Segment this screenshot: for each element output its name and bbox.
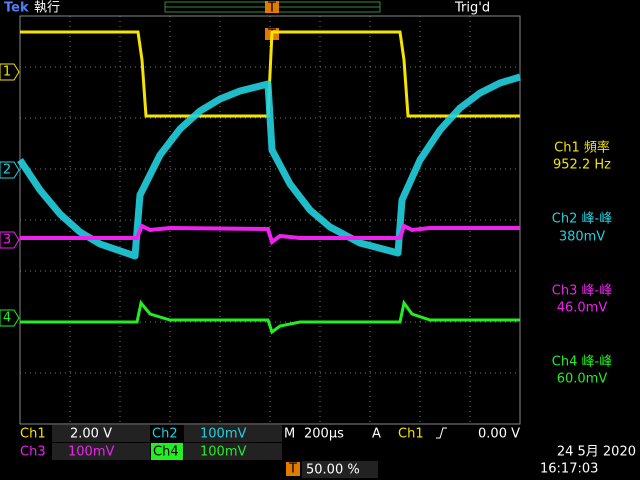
trigger-marker: T bbox=[288, 462, 297, 477]
ch2-marker bbox=[0, 161, 20, 179]
timebase-label: M bbox=[284, 427, 295, 442]
trigger-mode: A bbox=[372, 427, 381, 442]
ch3-name: Ch3 bbox=[20, 445, 46, 460]
ch4-trace bbox=[20, 299, 520, 335]
ch1-marker-label: 1 bbox=[3, 65, 11, 80]
trigger-pos-icon bbox=[286, 462, 300, 476]
trigger-state: Trig'd bbox=[454, 1, 490, 16]
measurement-value: 46.0mV bbox=[557, 301, 608, 316]
ch3-scale-box bbox=[52, 443, 150, 460]
brand: Tek bbox=[4, 1, 29, 16]
ch1-marker bbox=[0, 63, 20, 81]
trigger-marker: T bbox=[267, 1, 276, 16]
date: 24 5月 2020 bbox=[557, 445, 636, 460]
measurement-label: Ch4 峰-峰 bbox=[552, 355, 612, 370]
measurement-label: Ch3 峰-峰 bbox=[552, 284, 612, 299]
ch1-scale: 2.00 V bbox=[70, 427, 112, 442]
ch2-scale: 100mV bbox=[200, 427, 246, 442]
trigger-level: 0.00 V bbox=[478, 427, 520, 442]
trigger-position: 50.00 % bbox=[306, 463, 360, 478]
ch4-scale-box bbox=[184, 443, 282, 460]
ch3-marker-label: 3 bbox=[3, 233, 11, 248]
ch4-marker-label: 4 bbox=[3, 311, 11, 326]
trigger-pos-top bbox=[265, 1, 279, 13]
trigger-source: Ch1 bbox=[398, 427, 424, 442]
ch3-trace bbox=[20, 223, 520, 246]
measurement-value: 380mV bbox=[559, 230, 605, 245]
ch4-name-box bbox=[151, 443, 183, 460]
ch2-trace bbox=[17, 73, 522, 260]
measurement-label: Ch1 頻率 bbox=[554, 140, 610, 156]
ch1-scale-box bbox=[52, 425, 150, 442]
ch4-scale: 100mV bbox=[200, 445, 246, 460]
run-state: 執行 bbox=[34, 0, 60, 16]
timebase: 200µs bbox=[304, 427, 344, 442]
ch2-name: Ch2 bbox=[152, 427, 178, 442]
ch2-marker-label: 2 bbox=[3, 163, 11, 178]
ch4-marker bbox=[0, 309, 20, 327]
time: 16:17:03 bbox=[540, 462, 598, 477]
trigger-slope bbox=[436, 427, 447, 439]
measurement-value: 952.2 Hz bbox=[553, 158, 611, 173]
ch4-name: Ch4 bbox=[153, 445, 179, 460]
measurement-value: 60.0mV bbox=[557, 372, 608, 387]
ch3-scale: 100mV bbox=[68, 445, 114, 460]
measurement-label: Ch2 峰-峰 bbox=[552, 212, 612, 227]
ch2-scale-box bbox=[184, 425, 282, 442]
trigger-position-box bbox=[302, 461, 378, 478]
ch3-marker bbox=[0, 231, 20, 249]
ch1-trace bbox=[20, 30, 520, 118]
ch1-name: Ch1 bbox=[20, 427, 46, 442]
